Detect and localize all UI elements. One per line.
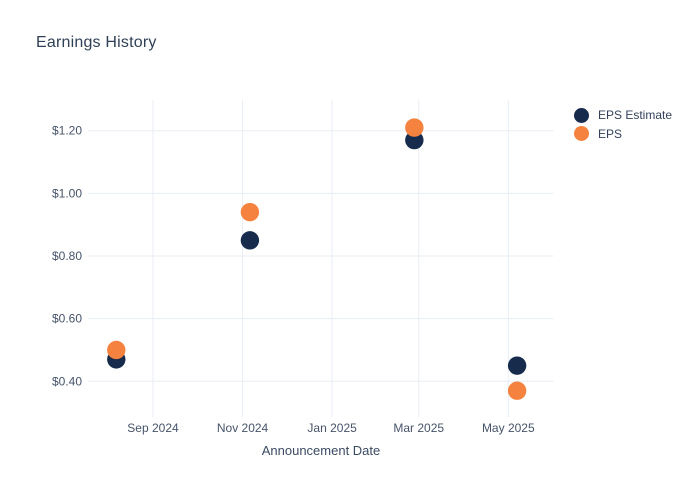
data-point-eps[interactable] bbox=[240, 202, 260, 222]
y-tick-label: $0.80 bbox=[52, 249, 82, 263]
y-tick-label: $0.60 bbox=[52, 312, 82, 326]
x-tick-label: May 2025 bbox=[482, 421, 535, 435]
y-tick-label: $0.40 bbox=[52, 374, 82, 388]
legend-label: EPS Estimate bbox=[598, 108, 673, 123]
x-tick-label: Mar 2025 bbox=[393, 421, 444, 435]
chart-title: Earnings History bbox=[36, 34, 157, 51]
y-tick-label: $1.20 bbox=[52, 124, 82, 138]
x-axis-title: Announcement Date bbox=[261, 443, 381, 458]
data-point-eps-estimate[interactable] bbox=[240, 231, 260, 250]
data-point-eps[interactable] bbox=[507, 381, 527, 400]
legend: EPS Estimate EPS bbox=[574, 106, 672, 143]
legend-label: EPS bbox=[598, 126, 623, 141]
legend-item-eps[interactable]: EPS bbox=[574, 125, 672, 144]
x-tick-label: Nov 2024 bbox=[217, 421, 269, 435]
y-tick-label: $1.00 bbox=[52, 186, 82, 200]
x-tick-label: Jan 2025 bbox=[307, 421, 357, 435]
x-tick-label: Sep 2024 bbox=[127, 421, 179, 435]
data-point-eps-estimate[interactable] bbox=[507, 356, 527, 375]
legend-item-eps-estimate[interactable]: EPS Estimate bbox=[574, 106, 672, 125]
data-point-eps[interactable] bbox=[107, 340, 126, 360]
legend-marker-icon bbox=[574, 107, 589, 123]
data-point-eps[interactable] bbox=[405, 118, 424, 137]
legend-marker-icon bbox=[574, 126, 589, 142]
